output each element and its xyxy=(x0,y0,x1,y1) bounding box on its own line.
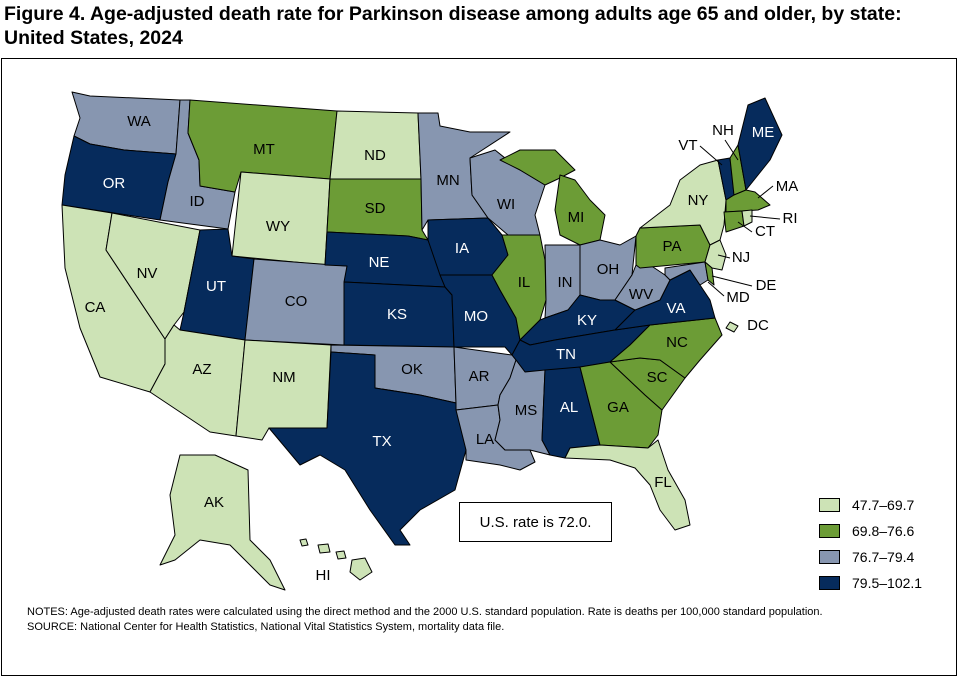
label-PA: PA xyxy=(663,238,682,255)
label-SD: SD xyxy=(365,200,386,217)
legend-label: 47.7–69.7 xyxy=(852,497,915,513)
label-ND: ND xyxy=(364,147,386,164)
label-MO: MO xyxy=(464,308,488,325)
state-ND[interactable] xyxy=(329,110,422,180)
legend-label: 79.5–102.1 xyxy=(852,575,923,591)
state-NM[interactable] xyxy=(235,339,332,441)
legend-swatch xyxy=(819,524,840,538)
label-KY: KY xyxy=(577,312,597,329)
label-IN: IN xyxy=(558,274,573,291)
state-FL[interactable] xyxy=(564,439,691,531)
label-IL: IL xyxy=(518,274,531,291)
legend-swatch xyxy=(819,576,840,590)
state-HI-1[interactable] xyxy=(299,538,309,547)
label-VA: VA xyxy=(667,300,686,317)
label-NV: NV xyxy=(137,265,158,282)
label-ID: ID xyxy=(190,193,205,210)
leader-NJ xyxy=(717,254,731,259)
legend-item: 76.7–79.4 xyxy=(819,544,954,570)
leader-MD xyxy=(707,281,725,297)
label-SC: SC xyxy=(647,369,668,386)
notes-block: NOTES: Age-adjusted death rates were cal… xyxy=(27,605,937,635)
label-UT: UT xyxy=(206,278,226,295)
label-HI: HI xyxy=(316,567,331,584)
label-CO: CO xyxy=(285,293,308,310)
state-CT[interactable] xyxy=(723,210,745,233)
label-MD: MD xyxy=(726,289,749,306)
label-ME: ME xyxy=(752,124,775,141)
label-DC: DC xyxy=(747,317,769,334)
leader-RI xyxy=(749,215,781,220)
state-DE[interactable] xyxy=(704,261,715,286)
figure-title: Figure 4. Age-adjusted death rate for Pa… xyxy=(4,3,902,49)
label-TX: TX xyxy=(372,433,391,450)
legend-swatch xyxy=(819,550,840,564)
state-ME[interactable] xyxy=(737,97,783,191)
label-KS: KS xyxy=(387,306,407,323)
source-text: SOURCE: National Center for Health Stati… xyxy=(27,621,505,633)
leader-MA xyxy=(757,185,774,199)
legend-item: 79.5–102.1 xyxy=(819,570,954,596)
label-NM: NM xyxy=(272,369,295,386)
label-WA: WA xyxy=(127,113,151,130)
leader-CT xyxy=(737,221,753,233)
state-AK[interactable] xyxy=(159,454,286,591)
label-AL: AL xyxy=(560,399,578,416)
label-NE: NE xyxy=(369,254,390,271)
legend: 47.7–69.7 69.8–76.6 76.7–79.4 79.5–102.1 xyxy=(819,492,954,596)
label-AR: AR xyxy=(469,368,490,385)
legend-label: 69.8–76.6 xyxy=(852,523,915,539)
label-RI: RI xyxy=(783,210,798,227)
state-TX[interactable] xyxy=(268,351,467,546)
label-WV: WV xyxy=(629,286,653,303)
state-RI[interactable] xyxy=(741,209,753,227)
legend-item: 47.7–69.7 xyxy=(819,492,954,518)
legend-swatch xyxy=(819,498,840,512)
leader-VT xyxy=(699,145,723,166)
label-OR: OR xyxy=(103,175,126,192)
label-CT: CT xyxy=(755,223,775,240)
leader-NH xyxy=(724,139,739,161)
map-frame xyxy=(1,58,957,676)
label-MA: MA xyxy=(776,178,799,195)
label-LA: LA xyxy=(476,431,494,448)
state-HI-2[interactable] xyxy=(317,543,331,554)
state-HI-3[interactable] xyxy=(335,550,347,560)
notes-text: NOTES: Age-adjusted death rates were cal… xyxy=(27,606,823,618)
state-DC[interactable] xyxy=(725,321,739,333)
label-CA: CA xyxy=(85,299,106,316)
label-WI: WI xyxy=(497,196,515,213)
label-OK: OK xyxy=(401,361,423,378)
us-rate-box: U.S. rate is 72.0. xyxy=(459,502,612,542)
label-NC: NC xyxy=(666,334,688,351)
label-MT: MT xyxy=(253,141,275,158)
label-FL: FL xyxy=(654,474,672,491)
label-IA: IA xyxy=(455,240,469,257)
state-IL[interactable] xyxy=(491,234,547,341)
label-GA: GA xyxy=(607,399,629,416)
label-NH: NH xyxy=(712,122,734,139)
leader-DE xyxy=(711,275,753,287)
label-NY: NY xyxy=(688,192,709,209)
state-AZ[interactable] xyxy=(149,324,246,437)
label-VT: VT xyxy=(678,137,697,154)
label-WY: WY xyxy=(266,218,290,235)
label-AK: AK xyxy=(204,494,224,511)
label-MS: MS xyxy=(515,402,538,419)
label-TN: TN xyxy=(556,346,576,363)
legend-item: 69.8–76.6 xyxy=(819,518,954,544)
state-HI-4[interactable] xyxy=(349,557,373,581)
label-OH: OH xyxy=(597,261,620,278)
us-rate-text: U.S. rate is 72.0. xyxy=(479,513,592,531)
legend-label: 76.7–79.4 xyxy=(852,549,915,565)
state-MI[interactable] xyxy=(499,149,576,186)
label-NJ: NJ xyxy=(732,249,750,266)
state-NC[interactable] xyxy=(609,317,723,379)
label-DE: DE xyxy=(756,277,777,294)
label-AZ: AZ xyxy=(192,361,211,378)
label-MN: MN xyxy=(436,172,459,189)
label-MI: MI xyxy=(568,209,585,226)
